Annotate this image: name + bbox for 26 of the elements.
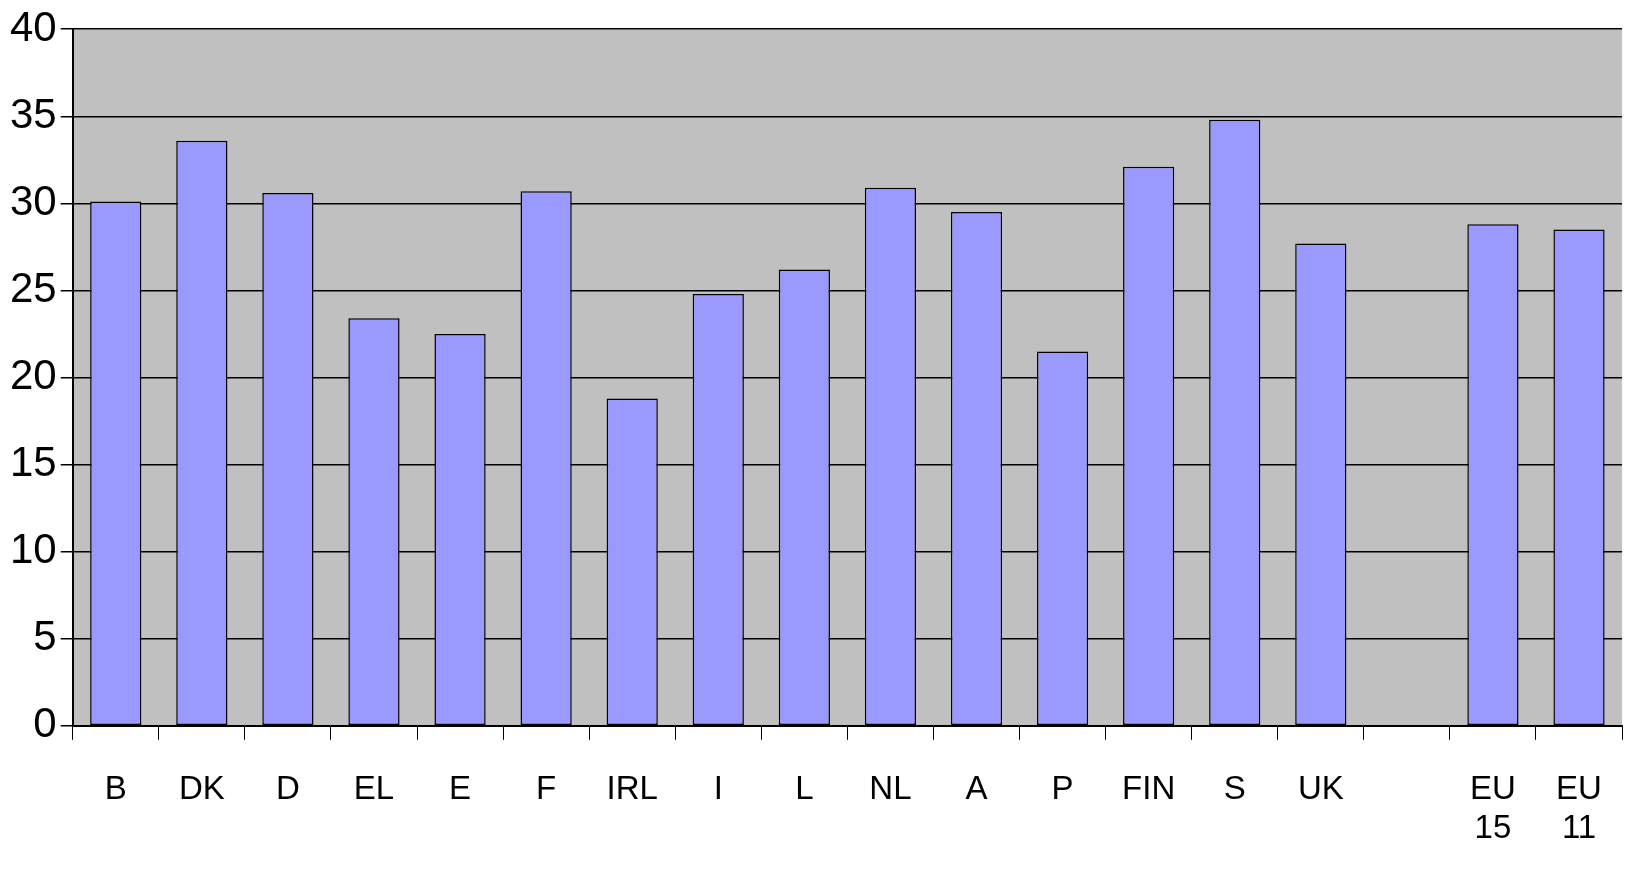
x-tick-label: FIN: [1122, 768, 1176, 806]
x-tick-label: L: [795, 768, 814, 806]
x-tick-label: IRL: [606, 768, 658, 806]
y-tick-label: 40: [10, 2, 57, 50]
y-tick-label: 10: [10, 525, 57, 573]
y-tick-label: 20: [10, 351, 57, 399]
x-tick-label: I: [713, 768, 723, 806]
y-tick-label: 0: [33, 699, 57, 747]
y-tick-label: 5: [33, 612, 57, 660]
x-tick-label: UK: [1297, 768, 1344, 806]
y-tick-label: 30: [10, 176, 57, 224]
y-tick-label: 35: [10, 89, 57, 137]
x-tick-label: A: [965, 768, 988, 806]
x-tick-label: EU 15: [1470, 768, 1516, 846]
x-tick-label: NL: [869, 768, 912, 806]
x-tick-label: EU 11: [1556, 768, 1602, 846]
x-tick-label: F: [536, 768, 557, 806]
x-tick-label: EL: [353, 768, 395, 806]
x-tick-label: DK: [178, 768, 225, 806]
x-tick-label: D: [275, 768, 300, 806]
x-tick-label: S: [1223, 768, 1246, 806]
x-tick-label: B: [104, 768, 127, 806]
y-tick-label: 25: [10, 264, 57, 311]
y-tick-label: 15: [10, 438, 57, 486]
x-tick-label: P: [1051, 768, 1074, 806]
x-tick-label: E: [449, 768, 472, 806]
